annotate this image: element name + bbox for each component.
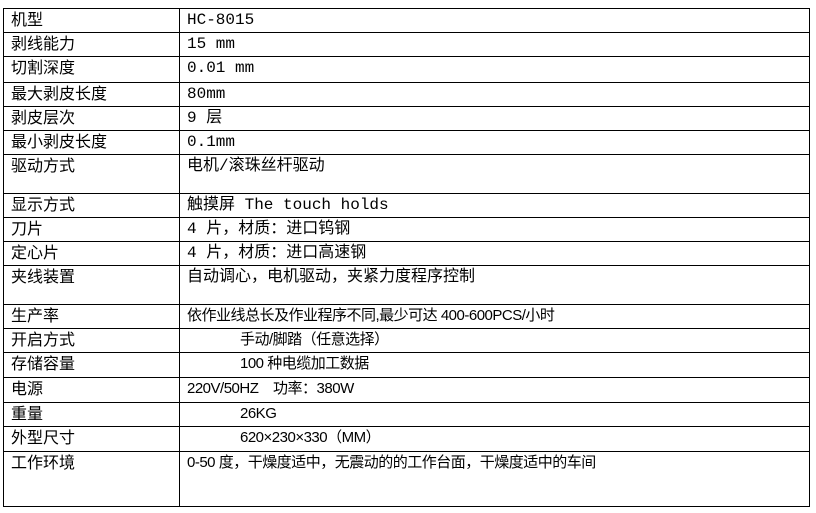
- table-row: 剥皮层次 9 层: [3, 106, 810, 131]
- spec-label: 机型: [3, 8, 180, 33]
- spec-value: 620×230×330（MM）: [179, 426, 810, 452]
- spec-label: 工作环境: [3, 451, 180, 507]
- spec-label: 开启方式: [3, 328, 180, 353]
- table-row: 电源 220V/50HZ 功率：380W: [3, 377, 810, 403]
- spec-value: 0.1mm: [179, 130, 810, 155]
- table-row: 工作环境 0-50 度，干燥度适中，无震动的的工作台面，干燥度适中的车间: [3, 451, 810, 507]
- spec-label: 外型尺寸: [3, 426, 180, 452]
- spec-label: 驱动方式: [3, 154, 180, 194]
- table-row: 定心片 4 片，材质：进口高速钢: [3, 241, 810, 266]
- table-row: 显示方式 触摸屏 The touch holds: [3, 193, 810, 218]
- spec-value: 触摸屏 The touch holds: [179, 193, 810, 218]
- spec-label: 重量: [3, 402, 180, 427]
- table-row: 最小剥皮长度 0.1mm: [3, 130, 810, 155]
- spec-value: 26KG: [179, 402, 810, 427]
- spec-value: 依作业线总长及作业程序不同,最少可达 400-600PCS/小时: [179, 304, 810, 329]
- table-row: 驱动方式 电机/滚珠丝杆驱动: [3, 154, 810, 194]
- table-row: 生产率 依作业线总长及作业程序不同,最少可达 400-600PCS/小时: [3, 304, 810, 329]
- spec-label: 显示方式: [3, 193, 180, 218]
- spec-label: 最小剥皮长度: [3, 130, 180, 155]
- spec-value: 100 种电缆加工数据: [179, 352, 810, 378]
- spec-value: 0-50 度，干燥度适中，无震动的的工作台面，干燥度适中的车间: [179, 451, 810, 507]
- spec-label: 刀片: [3, 217, 180, 242]
- spec-value: 220V/50HZ 功率：380W: [179, 377, 810, 403]
- spec-value: 4 片，材质：进口钨钢: [179, 217, 810, 242]
- table-row: 重量 26KG: [3, 402, 810, 427]
- spec-value: 电机/滚珠丝杆驱动: [179, 154, 810, 194]
- spec-label: 生产率: [3, 304, 180, 329]
- table-row: 外型尺寸 620×230×330（MM）: [3, 426, 810, 452]
- table-row: 存储容量 100 种电缆加工数据: [3, 352, 810, 378]
- spec-label: 剥皮层次: [3, 106, 180, 131]
- spec-value: 4 片，材质：进口高速钢: [179, 241, 810, 266]
- spec-label: 电源: [3, 377, 180, 403]
- table-row: 开启方式 手动/脚踏（任意选择）: [3, 328, 810, 353]
- table-row: 机型 HC-8015: [3, 8, 810, 33]
- spec-label: 切割深度: [3, 56, 180, 83]
- table-row: 刀片 4 片，材质：进口钨钢: [3, 217, 810, 242]
- spec-value: 9 层: [179, 106, 810, 131]
- spec-value: 80mm: [179, 82, 810, 107]
- spec-label: 定心片: [3, 241, 180, 266]
- table-row: 最大剥皮长度 80mm: [3, 82, 810, 107]
- spec-label: 存储容量: [3, 352, 180, 378]
- spec-value: 手动/脚踏（任意选择）: [179, 328, 810, 353]
- spec-table: 机型 HC-8015 剥线能力 15 mm 切割深度 0.01 mm 最大剥皮长度 80mm 剥…: [3, 8, 810, 507]
- spec-value: 0.01 mm: [179, 56, 810, 83]
- spec-value: 15 mm: [179, 32, 810, 57]
- spec-label: 最大剥皮长度: [3, 82, 180, 107]
- table-row: 夹线装置 自动调心，电机驱动，夹紧力度程序控制: [3, 265, 810, 305]
- table-row: 切割深度 0.01 mm: [3, 56, 810, 83]
- spec-value: 自动调心，电机驱动，夹紧力度程序控制: [179, 265, 810, 305]
- spec-label: 夹线装置: [3, 265, 180, 305]
- table-row: 剥线能力 15 mm: [3, 32, 810, 57]
- spec-label: 剥线能力: [3, 32, 180, 57]
- spec-value: HC-8015: [179, 8, 810, 33]
